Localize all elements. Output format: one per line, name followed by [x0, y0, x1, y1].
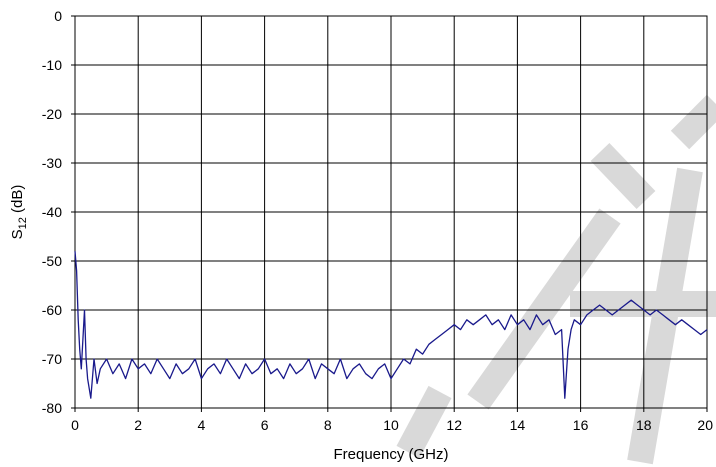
x-tick-label: 4 [198, 417, 206, 433]
x-tick-label: 0 [71, 417, 79, 433]
y-tick-label: -10 [42, 57, 62, 73]
y-tick-label: -30 [42, 155, 62, 171]
x-tick-label: 6 [261, 417, 269, 433]
y-axis-title-sub: 12 [17, 217, 29, 229]
x-tick-label: 10 [383, 417, 399, 433]
x-tick-label: 2 [134, 417, 142, 433]
y-tick-label: -60 [42, 302, 62, 318]
x-tick-label: 18 [636, 417, 652, 433]
y-axis-title-main: S [9, 229, 26, 239]
s12-series-line [74, 251, 708, 399]
y-tick-label: -20 [42, 106, 62, 122]
x-tick-label: 16 [573, 417, 589, 433]
x-tick-label: 12 [446, 417, 462, 433]
grid-lines [74, 15, 708, 409]
y-tick-label: 0 [54, 8, 62, 24]
y-tick-label: -50 [42, 253, 62, 269]
y-axis-title-unit: (dB) [9, 185, 26, 218]
x-axis-ticks: 0 2 4 6 8 10 12 14 16 18 20 [71, 408, 713, 433]
y-axis-title: S12 (dB) [9, 185, 29, 240]
x-tick-label: 14 [510, 417, 526, 433]
x-axis-title: Frequency (GHz) [333, 446, 448, 463]
y-tick-label: -70 [42, 351, 62, 367]
x-tick-label: 20 [697, 417, 713, 433]
y-tick-label: -40 [42, 204, 62, 220]
x-tick-label: 8 [324, 417, 332, 433]
y-axis-ticks: 0 -10 -20 -30 -40 -50 -60 -70 -80 [42, 8, 75, 416]
y-tick-label: -80 [42, 400, 62, 416]
